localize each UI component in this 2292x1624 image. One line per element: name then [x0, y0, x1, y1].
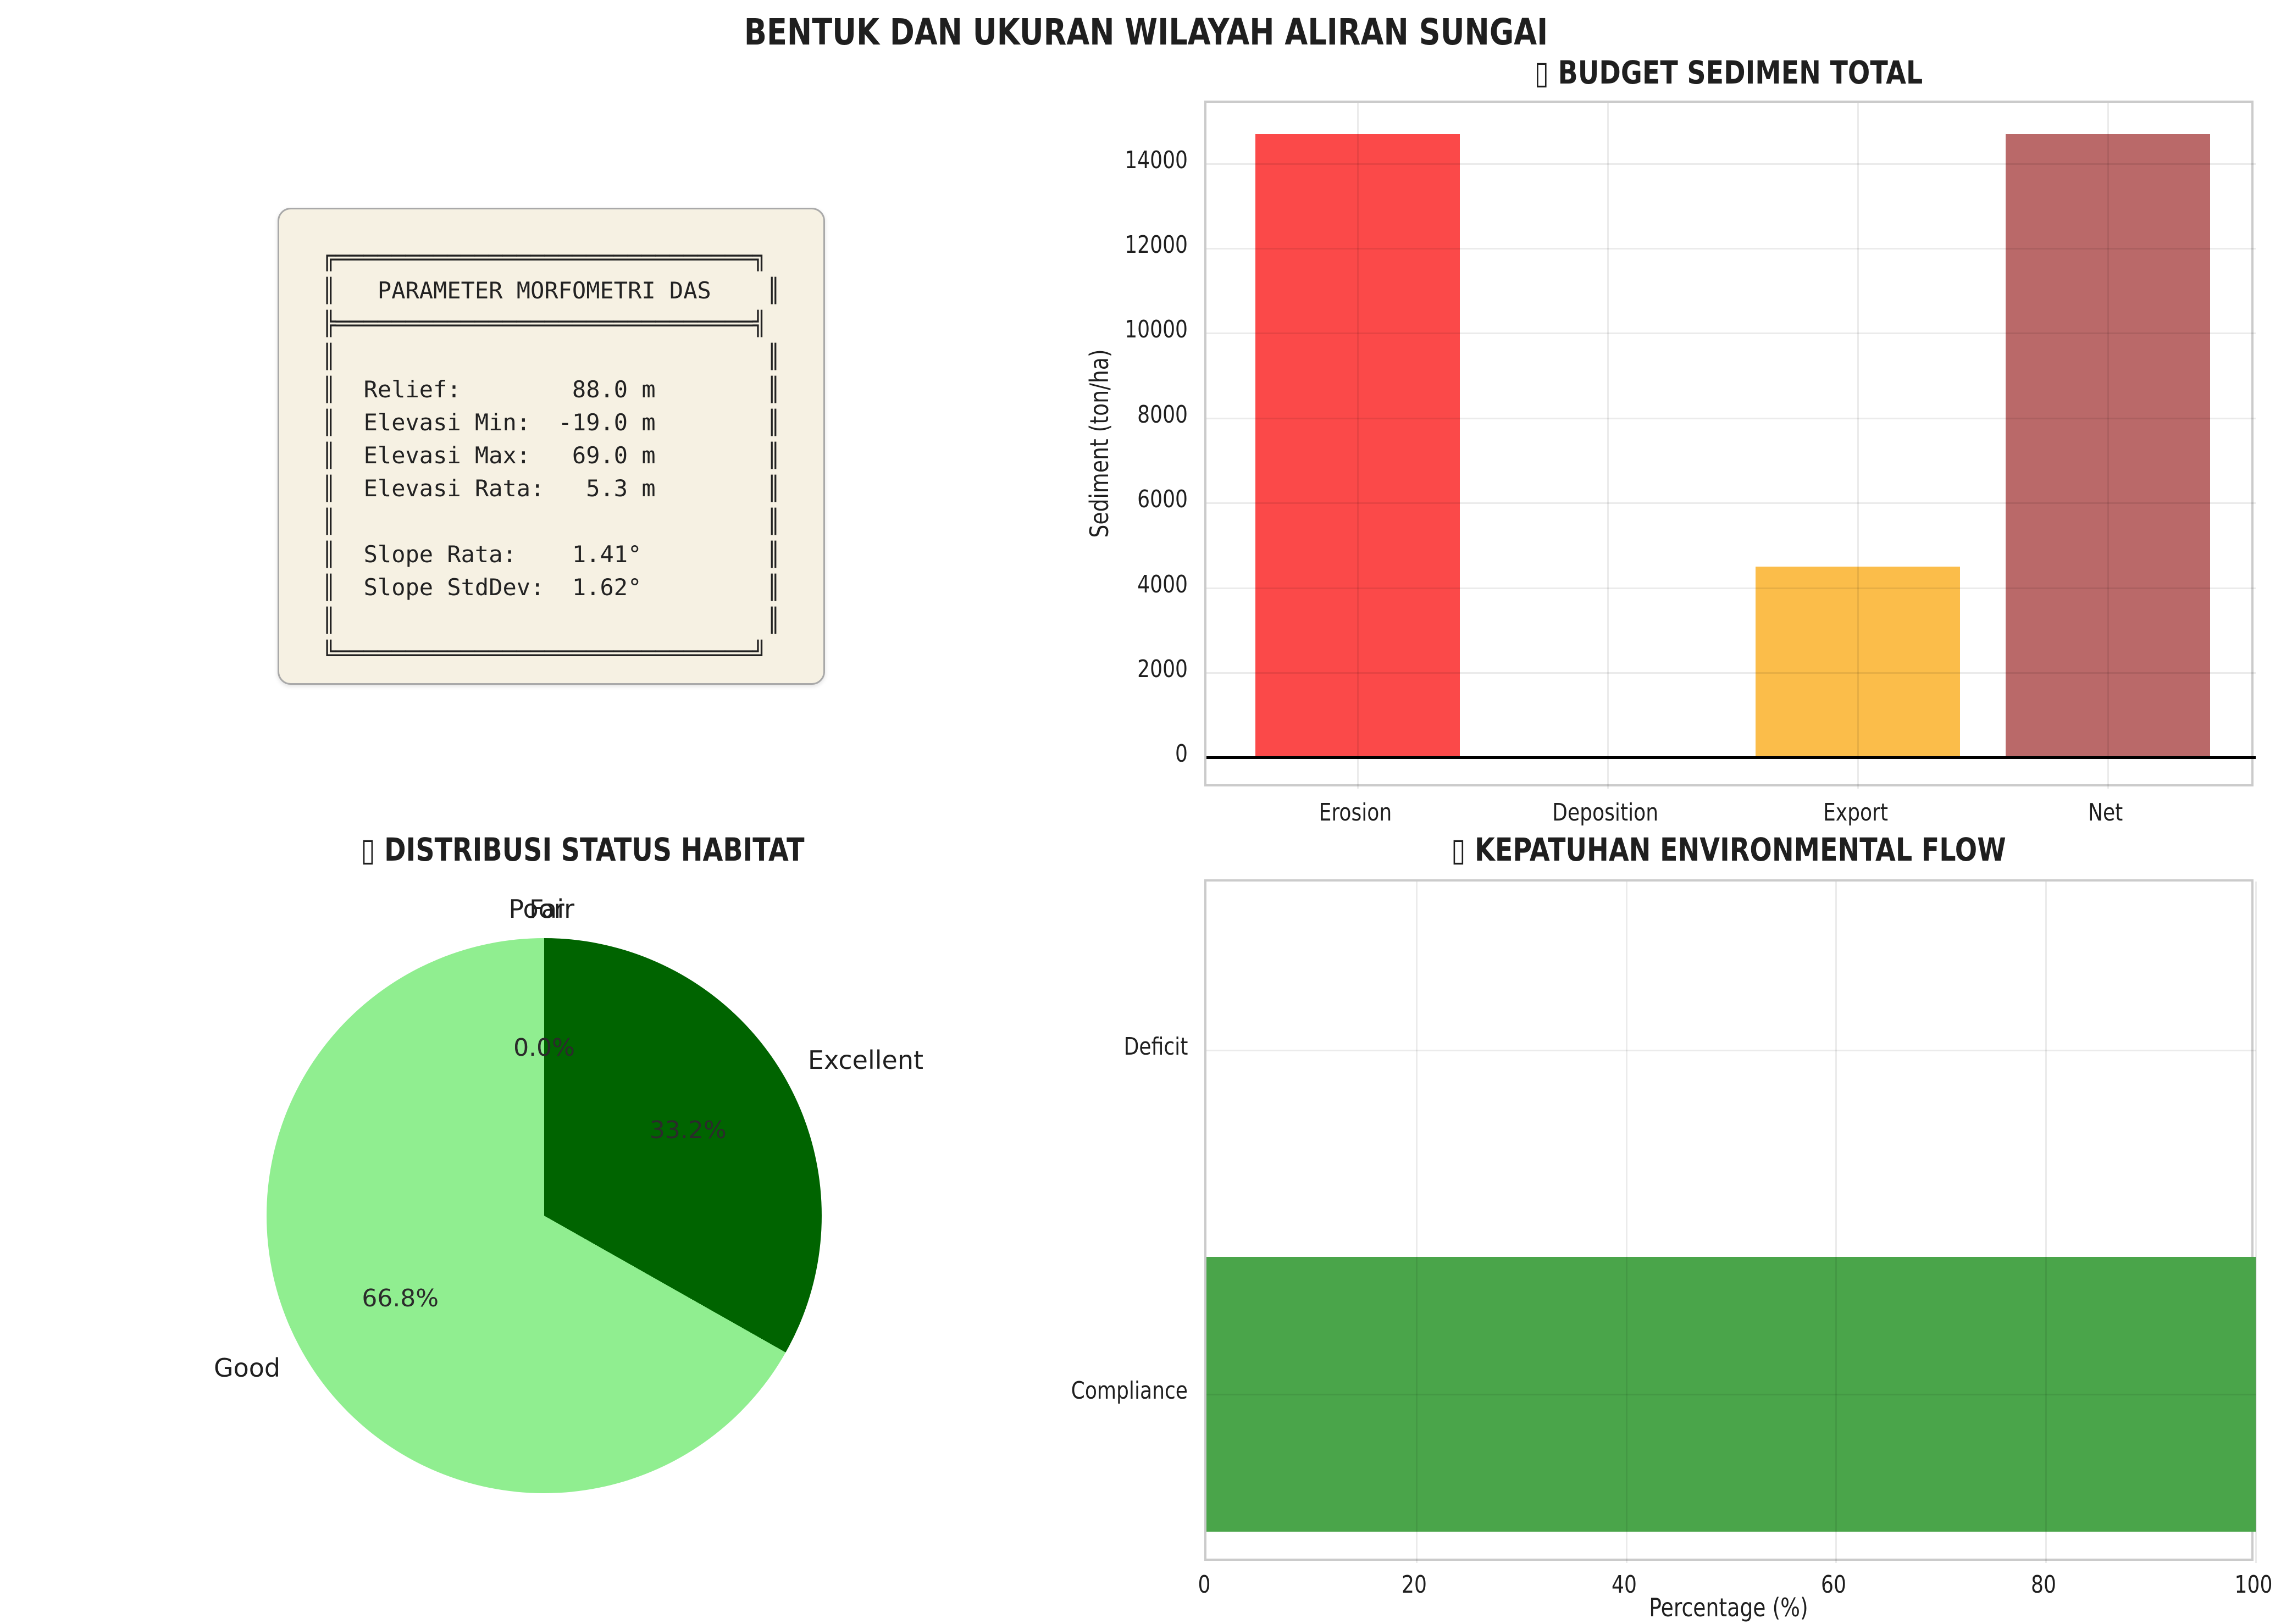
- gridline-x-20: [1415, 882, 1418, 1563]
- sediment-chart-title: ▯ BUDGET SEDIMEN TOTAL: [1534, 54, 1923, 91]
- gridline-y-4000: [1206, 587, 2256, 589]
- gridline-y-14000: [1206, 163, 2256, 165]
- gridline-y-12000: [1206, 248, 2256, 250]
- y-tick-label-14000: 14000: [1023, 146, 1188, 174]
- pie-pct-fair: 0.0%: [513, 1034, 575, 1062]
- y-tick-label-10000-text: 10000: [1125, 315, 1188, 344]
- y-tick-label-8000: 8000: [1023, 401, 1188, 429]
- y-tick-label-2000: 2000: [1023, 655, 1188, 683]
- bar-export: [1756, 566, 1960, 758]
- pie-label-poor: Poor: [508, 894, 564, 924]
- y-tick-label-6000: 6000: [1023, 485, 1188, 513]
- bar-erosion: [1255, 134, 1460, 758]
- sediment-y-axis-label: Sediment (ton/ha): [1084, 349, 1114, 538]
- pie-pct-excellent: 33.2%: [649, 1116, 727, 1145]
- x-tick-label-100: 100: [2171, 1571, 2292, 1599]
- x-tick-label-60: 60: [1751, 1571, 1916, 1599]
- x-tick-label-0: 0: [1122, 1571, 1287, 1599]
- y-tick-label-2000-text: 2000: [1137, 655, 1188, 683]
- y-tick-label-compliance: Compliance: [968, 1377, 1188, 1405]
- y-tick-label-4000-text: 4000: [1137, 570, 1188, 598]
- gridline-x-60: [1835, 882, 1837, 1563]
- x-tick-label-net: Net: [1972, 799, 2239, 827]
- habitat-chart-title: ▯ DISTRIBUSI STATUS HABITAT: [361, 831, 805, 868]
- y-tick-label-0: 0: [1023, 740, 1188, 768]
- gridline-x-100: [2255, 882, 2257, 1563]
- pie-pct-good: 66.8%: [362, 1284, 439, 1312]
- x-tick-label-80: 80: [1961, 1571, 2126, 1599]
- eflow-x-axis-label: Percentage (%): [1649, 1593, 1808, 1622]
- x-tick-label-20: 20: [1332, 1571, 1497, 1599]
- x-tick-label-deposition-text: Deposition: [1552, 799, 1659, 827]
- sediment-plot-area: [1204, 101, 2256, 789]
- pie-label-excellent: Excellent: [807, 1045, 924, 1076]
- figure-title: BENTUK DAN UKURAN WILAYAH ALIRAN SUNGAI: [656, 11, 1636, 53]
- x-tick-label-20-text: 20: [1401, 1571, 1427, 1599]
- y-tick-label-deficit: Deficit: [968, 1033, 1188, 1061]
- morphometry-panel: ╔══════════════════════════════╗ ║ PARAM…: [278, 208, 825, 685]
- x-tick-label-40-text: 40: [1611, 1571, 1637, 1599]
- gridline-x-export: [1857, 103, 1859, 789]
- pie-label-good: Good: [213, 1353, 281, 1383]
- habitat-pie: [267, 938, 822, 1493]
- y-tick-label-14000-text: 14000: [1125, 146, 1188, 174]
- zero-axis-line: [1206, 756, 2256, 760]
- gridline-x-net: [2107, 103, 2109, 789]
- gridline-x-40: [1625, 882, 1627, 1563]
- y-tick-label-12000-text: 12000: [1125, 231, 1188, 259]
- gridline-y-compliance: [1206, 1394, 2256, 1395]
- figure-title-text: BENTUK DAN UKURAN WILAYAH ALIRAN SUNGAI: [744, 11, 1548, 53]
- gridline-x-deposition: [1607, 103, 1609, 789]
- x-tick-label-40: 40: [1542, 1571, 1707, 1599]
- y-tick-label-8000-text: 8000: [1137, 400, 1188, 429]
- y-tick-label-4000: 4000: [1023, 570, 1188, 598]
- pie-pct-poor: 0.0%: [513, 1034, 575, 1062]
- x-tick-label-60-text: 60: [1821, 1571, 1847, 1599]
- bar-net: [2006, 134, 2210, 758]
- x-tick-label-80-text: 80: [2031, 1571, 2057, 1599]
- bar-compliance: [1206, 1257, 2256, 1532]
- y-tick-label-10000: 10000: [1023, 315, 1188, 343]
- x-tick-label-erosion-text: Erosion: [1319, 799, 1392, 827]
- gridline-x-80: [2045, 882, 2047, 1563]
- y-tick-label-deficit-text: Deficit: [1123, 1033, 1188, 1061]
- gridline-x-erosion: [1357, 103, 1359, 789]
- pie-label-fair: Fair: [529, 894, 575, 924]
- y-tick-label-0-text: 0: [1175, 740, 1188, 768]
- y-tick-label-12000: 12000: [1023, 231, 1188, 259]
- x-tick-label-export: Export: [1722, 799, 1989, 827]
- x-tick-label-0-text: 0: [1198, 1571, 1211, 1599]
- gridline-y-2000: [1206, 672, 2256, 674]
- x-tick-label-erosion: Erosion: [1222, 799, 1489, 827]
- gridline-y-10000: [1206, 332, 2256, 335]
- x-tick-label-100-text: 100: [2234, 1571, 2273, 1599]
- x-tick-label-export-text: Export: [1823, 799, 1889, 827]
- x-tick-label-net-text: Net: [2088, 799, 2123, 827]
- morphometry-ascii-box: ╔══════════════════════════════╗ ║ PARAM…: [322, 244, 781, 667]
- eflow-chart-title: ▯ KEPATUHAN ENVIRONMENTAL FLOW: [1451, 831, 2006, 868]
- gridline-y-8000: [1206, 417, 2256, 419]
- gridline-y-6000: [1206, 502, 2256, 505]
- y-tick-label-6000-text: 6000: [1137, 485, 1188, 514]
- x-tick-label-deposition: Deposition: [1472, 799, 1739, 827]
- gridline-y-deficit: [1206, 1050, 2256, 1051]
- y-tick-label-compliance-text: Compliance: [1071, 1377, 1188, 1405]
- eflow-plot-area: [1204, 879, 2257, 1563]
